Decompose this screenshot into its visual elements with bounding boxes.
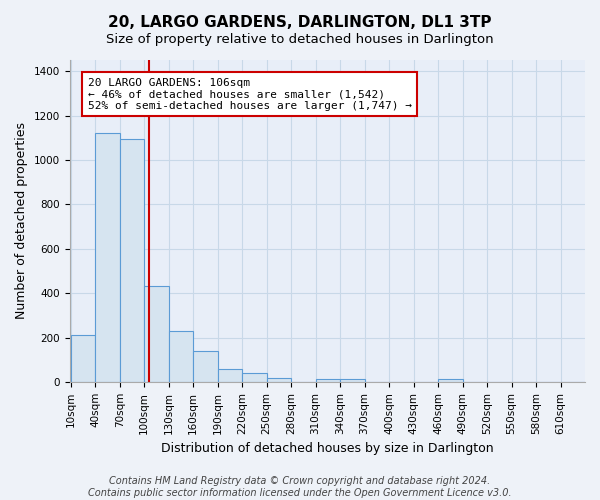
Bar <box>95 134 120 382</box>
Bar <box>438 380 463 382</box>
Y-axis label: Number of detached properties: Number of detached properties <box>15 122 28 320</box>
Text: Size of property relative to detached houses in Darlington: Size of property relative to detached ho… <box>106 32 494 46</box>
Text: Contains HM Land Registry data © Crown copyright and database right 2024.
Contai: Contains HM Land Registry data © Crown c… <box>88 476 512 498</box>
Bar <box>71 336 95 382</box>
Text: 20, LARGO GARDENS, DARLINGTON, DL1 3TP: 20, LARGO GARDENS, DARLINGTON, DL1 3TP <box>108 15 492 30</box>
X-axis label: Distribution of detached houses by size in Darlington: Distribution of detached houses by size … <box>161 442 494 455</box>
Bar <box>120 139 144 382</box>
Text: 20 LARGO GARDENS: 106sqm
← 46% of detached houses are smaller (1,542)
52% of sem: 20 LARGO GARDENS: 106sqm ← 46% of detach… <box>88 78 412 111</box>
Bar <box>340 380 365 382</box>
Bar <box>266 378 291 382</box>
Bar <box>242 373 266 382</box>
Bar <box>144 286 169 382</box>
Bar <box>218 368 242 382</box>
Bar <box>169 331 193 382</box>
Bar <box>193 351 218 382</box>
Bar <box>316 378 340 382</box>
